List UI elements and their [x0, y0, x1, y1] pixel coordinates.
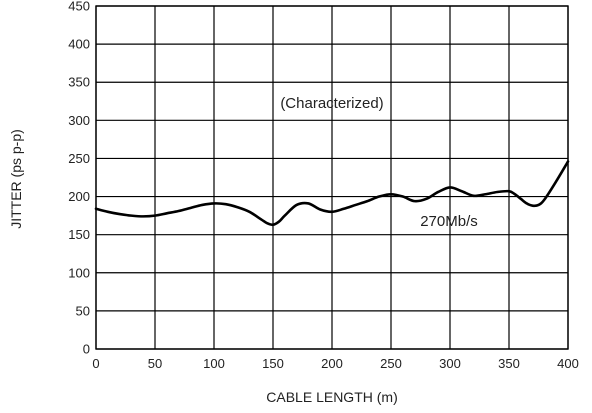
y-tick-labels: 0 50 100 150 200 250 300 350 400 450 [68, 0, 90, 357]
y-tick-label: 450 [68, 0, 90, 14]
series-line-270mbps [94, 160, 570, 227]
y-tick-label: 150 [68, 227, 90, 242]
y-tick-label: 0 [83, 342, 90, 357]
series-label-270mbps: 270Mb/s [420, 213, 478, 230]
y-axis-title: JITTER (ps p-p) [8, 129, 24, 229]
y-tick-label: 50 [76, 303, 90, 318]
x-tick-label: 200 [321, 356, 343, 371]
y-tick-label: 300 [68, 113, 90, 128]
y-tick-label: 100 [68, 265, 90, 280]
x-tick-label: 150 [262, 356, 284, 371]
plot-frame [95, 5, 569, 350]
x-axis-title: CABLE LENGTH (m) [266, 389, 397, 405]
y-tick-label: 250 [68, 151, 90, 166]
x-tick-label: 50 [148, 356, 162, 371]
y-tick-label: 400 [68, 37, 90, 52]
y-tick-label: 350 [68, 75, 90, 90]
y-tick-label: 200 [68, 189, 90, 204]
x-tick-label: 300 [439, 356, 461, 371]
annotation-characterized: (Characterized) [280, 95, 383, 112]
x-tick-label: 400 [557, 356, 579, 371]
x-tick-label: 100 [203, 356, 225, 371]
x-tick-label: 0 [92, 356, 99, 371]
x-tick-label: 350 [498, 356, 520, 371]
x-tick-label: 250 [380, 356, 402, 371]
grid-lines [95, 5, 569, 350]
x-tick-labels: 0 50 100 150 200 250 300 350 400 [92, 356, 578, 371]
